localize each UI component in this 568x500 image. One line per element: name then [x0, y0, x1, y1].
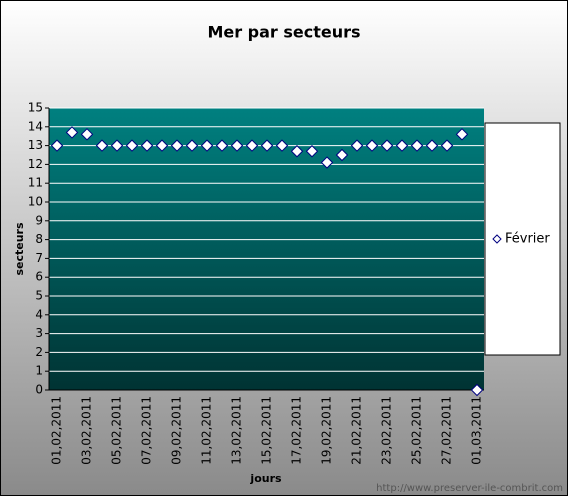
data-point [320, 156, 334, 169]
data-point [110, 139, 124, 152]
data-point [140, 139, 154, 152]
x-tick-label: 03,02,2011 [80, 396, 94, 465]
data-point [215, 139, 229, 152]
data-point [365, 139, 379, 152]
x-tick-label: 11,02,2011 [200, 396, 214, 465]
data-point [80, 128, 94, 141]
y-tick-label: 7 [35, 251, 43, 265]
legend-marker [492, 234, 502, 244]
y-tick-label: 10 [28, 195, 43, 209]
x-tick-label: 21,02,2011 [350, 396, 364, 465]
y-tick-label: 1 [35, 364, 43, 378]
data-point [425, 139, 439, 152]
data-point [50, 139, 64, 152]
y-tick-label: 4 [35, 307, 43, 321]
data-point [200, 139, 214, 152]
data-point [350, 139, 364, 152]
data-point [335, 148, 349, 162]
data-point [95, 139, 109, 152]
data-point [65, 126, 79, 139]
y-tick-label: 15 [28, 101, 43, 115]
x-tick-label: 07,02,2011 [140, 396, 154, 465]
y-axis-label: secteurs [13, 222, 26, 276]
data-point [155, 139, 169, 152]
x-tick-label: 23,02,2011 [380, 396, 394, 465]
data-point [260, 139, 274, 152]
data-point [455, 128, 469, 141]
data-point [185, 139, 199, 152]
x-tick-label: 13,02,2011 [230, 396, 244, 465]
y-tick-label: 9 [35, 213, 43, 227]
watermark: http://www.preserver-ile-combrit.com [376, 483, 563, 494]
x-tick-label: 01,02,2011 [50, 396, 64, 465]
y-tick-label: 5 [35, 289, 43, 303]
y-tick-label: 8 [35, 232, 43, 246]
data-point [395, 139, 409, 152]
data-point [125, 139, 139, 152]
legend-label: Février [505, 232, 550, 247]
x-tick-label: 27,02,2011 [440, 396, 454, 465]
chart-title: Mer par secteurs [207, 23, 360, 42]
data-point [290, 145, 304, 158]
data-point [410, 139, 424, 152]
y-tick-label: 12 [28, 157, 43, 171]
data-point [275, 139, 289, 152]
x-tick-label: 05,02,2011 [110, 396, 124, 465]
x-tick-label: 19,02,2011 [320, 396, 334, 465]
y-tick-label: 6 [35, 270, 43, 284]
data-point [470, 383, 484, 397]
y-tick-label: 2 [35, 345, 43, 359]
x-tick-label: 09,02,2011 [170, 396, 184, 465]
data-point [245, 139, 259, 152]
data-point [170, 139, 184, 152]
y-tick-label: 13 [28, 138, 43, 152]
x-tick-label: 17,02,2011 [290, 396, 304, 465]
y-tick-label: 0 [35, 383, 43, 397]
x-axis-label: jours [249, 472, 282, 485]
x-tick-label: 15,02,2011 [260, 396, 274, 465]
y-tick-label: 11 [28, 176, 43, 190]
y-tick-label: 14 [28, 119, 43, 133]
y-tick-label: 3 [35, 326, 43, 340]
plot-area [49, 108, 484, 390]
data-point [230, 139, 244, 152]
data-point [380, 139, 394, 152]
x-tick-label: 25,02,2011 [410, 396, 424, 465]
data-point [305, 145, 319, 158]
x-tick-label: 01,03,2011 [470, 396, 484, 465]
data-point [440, 139, 454, 152]
